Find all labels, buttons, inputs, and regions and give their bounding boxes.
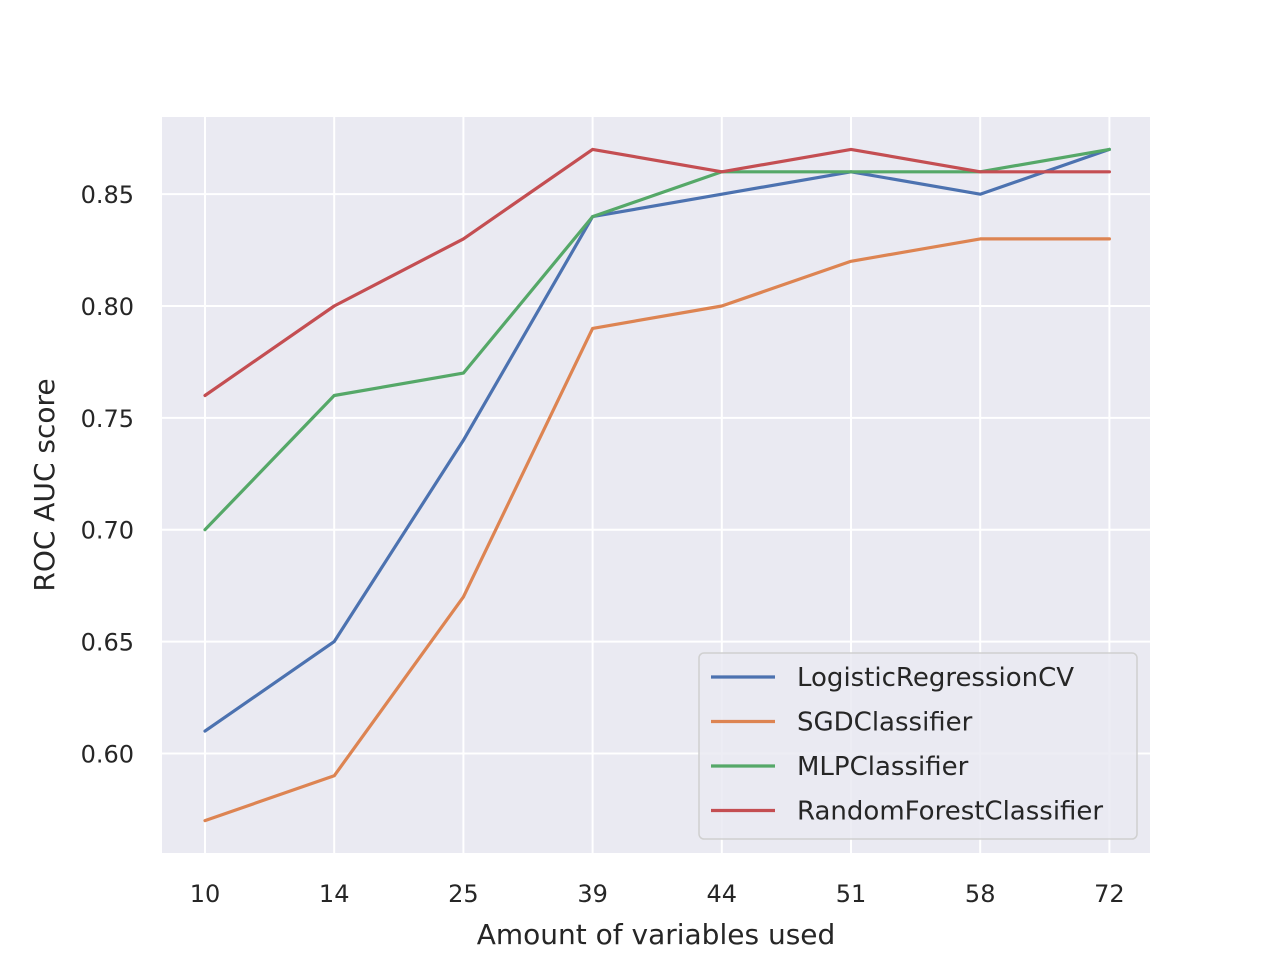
x-tick-label: 14 [319, 880, 350, 908]
legend-label: MLPClassifier [797, 752, 969, 782]
series-line-randomforestclassifier [203, 147, 1112, 398]
series-line-mlpclassifier [203, 147, 1112, 532]
x-tick-label: 44 [707, 880, 738, 908]
y-tick-label: 0.80 [81, 293, 134, 321]
x-tick-label: 10 [190, 880, 221, 908]
legend-box [698, 652, 1138, 840]
x-tick-label: 72 [1094, 880, 1125, 908]
series-line-logisticregressioncv [203, 147, 1112, 733]
legend-label: RandomForestClassifier [797, 797, 1103, 827]
y-tick-label: 0.65 [81, 629, 134, 657]
series-lines [203, 147, 1112, 823]
y-tick-label: 0.70 [81, 517, 134, 545]
y-tick-label: 0.75 [81, 405, 134, 433]
x-axis-label: Amount of variables used [477, 918, 836, 951]
x-tick-label: 39 [577, 880, 608, 908]
x-tick-label: 58 [965, 880, 996, 908]
series-line-sgdclassifier [203, 237, 1112, 823]
y-tick-labels: 0.60 0.65 0.70 0.75 0.80 0.85 [81, 181, 134, 768]
legend: LogisticRegressionCV SGDClassifier MLPClas… [698, 652, 1138, 840]
x-tick-label: 25 [448, 880, 479, 908]
x-tick-labels: 10 14 25 39 44 51 58 72 [190, 880, 1125, 908]
x-tick-label: 51 [836, 880, 867, 908]
y-tick-label: 0.60 [81, 740, 134, 768]
y-axis-label: ROC AUC score [28, 378, 61, 591]
legend-label: LogisticRegressionCV [797, 663, 1074, 693]
y-tick-label: 0.85 [81, 181, 134, 209]
legend-label: SGDClassifier [797, 708, 973, 738]
